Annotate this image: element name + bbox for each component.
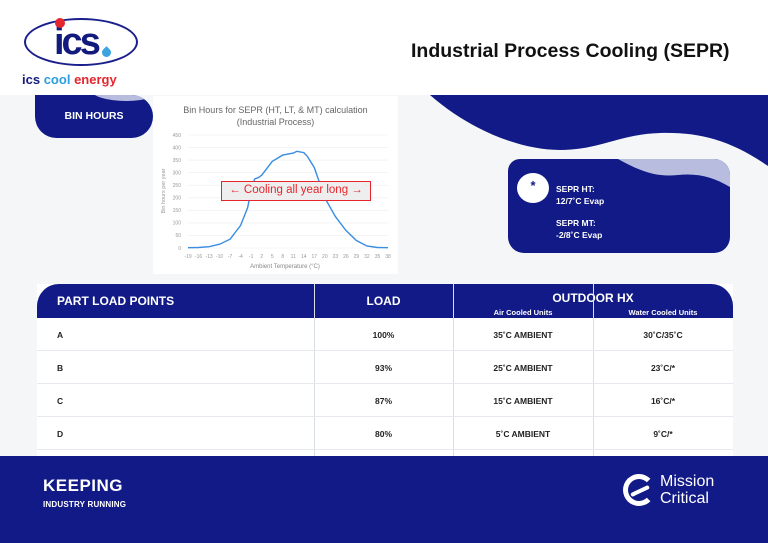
sepr-mt-label: SEPR MT:	[556, 218, 596, 228]
cell-point: D	[57, 429, 64, 439]
cell-point: A	[57, 330, 64, 340]
footer: KEEPING INDUSTRY RUNNING Mission Critica…	[0, 456, 768, 543]
cell-air: 35˚C AMBIENT	[493, 330, 553, 340]
part-load-table: PART LOAD POINTS LOAD OUTDOOR HX Air Coo…	[37, 284, 733, 456]
bin-hours-badge: BIN HOURS	[35, 95, 153, 138]
svg-text:350: 350	[173, 158, 182, 164]
bin-hours-line	[187, 150, 389, 249]
critical-text: Critical	[660, 490, 709, 507]
svg-text:0: 0	[178, 246, 181, 252]
svg-text:100: 100	[173, 221, 182, 227]
svg-text:-10: -10	[216, 254, 223, 260]
svg-text:8: 8	[281, 254, 284, 260]
sepr-info-card: * SEPR HT: 12/7˚C Evap SEPR MT: -2/8˚C E…	[508, 159, 730, 253]
column-divider	[453, 284, 454, 456]
svg-text:-4: -4	[238, 254, 243, 260]
cell-water: 30˚C/35˚C	[643, 330, 683, 340]
mission-text: Mission	[660, 473, 715, 490]
industry-running-text: INDUSTRY RUNNING	[43, 500, 127, 509]
logo-word-energy: energy	[74, 72, 117, 87]
svg-text:50: 50	[175, 233, 181, 239]
cell-water: 16˚C/*	[650, 396, 676, 406]
table-header: PART LOAD POINTS LOAD OUTDOOR HX Air Coo…	[37, 284, 733, 318]
svg-text:14: 14	[301, 254, 307, 260]
header: ics ics cool energy Industrial Process C…	[0, 0, 768, 95]
chart-title-line2: (Industrial Process)	[236, 117, 315, 127]
svg-text:26: 26	[343, 254, 349, 260]
svg-text:32: 32	[364, 254, 370, 260]
header-air-cooled: Air Cooled Units	[493, 308, 553, 317]
svg-text:35: 35	[375, 254, 381, 260]
x-axis-label: Ambient Temperature (°C)	[250, 264, 320, 270]
cell-point: C	[57, 396, 64, 406]
svg-text:-13: -13	[205, 254, 212, 260]
chart-title: Bin Hours for SEPR (HT, LT, & MT) calcul…	[153, 104, 398, 128]
ics-logo: ics ics cool energy	[22, 18, 140, 88]
y-axis-label: Bin hours per year	[161, 168, 167, 213]
sepr-ht-label: SEPR HT:	[556, 184, 595, 194]
chart-title-line1: Bin Hours for SEPR (HT, LT, & MT) calcul…	[183, 105, 368, 115]
mission-critical-e-icon	[623, 474, 655, 506]
svg-text:300: 300	[173, 170, 182, 176]
table-row: A 100% 35˚C AMBIENT 30˚C/35˚C	[37, 318, 733, 351]
page-title: Industrial Process Cooling (SEPR)	[411, 40, 730, 62]
logo-word-ics: ics	[22, 72, 41, 87]
logo-ellipse	[24, 18, 138, 66]
svg-text:450: 450	[173, 133, 182, 139]
svg-text:2: 2	[260, 254, 263, 260]
card-accent-wave	[618, 159, 730, 187]
svg-text:23: 23	[333, 254, 339, 260]
svg-text:17: 17	[312, 254, 318, 260]
column-divider	[593, 284, 594, 456]
svg-text:400: 400	[173, 145, 182, 151]
svg-text:5: 5	[271, 254, 274, 260]
svg-text:20: 20	[322, 254, 328, 260]
table-row: C 87% 15˚C AMBIENT 16˚C/*	[37, 384, 733, 417]
sepr-mt-value: -2/8˚C Evap	[556, 230, 603, 240]
svg-text:-7: -7	[228, 254, 233, 260]
logo-word-cool: cool	[43, 72, 71, 87]
cell-load: 87%	[374, 396, 392, 406]
svg-text:-16: -16	[195, 254, 202, 260]
asterisk-icon: *	[517, 173, 549, 203]
cell-point: B	[57, 363, 64, 373]
column-divider	[314, 284, 315, 456]
keeping-text: KEEPING	[43, 476, 124, 495]
cell-load: 80%	[374, 429, 392, 439]
header-part-load-points: PART LOAD POINTS	[57, 294, 175, 308]
header-load: LOAD	[366, 294, 401, 308]
cell-air: 5˚C AMBIENT	[495, 429, 551, 439]
cell-air: 25˚C AMBIENT	[493, 363, 553, 373]
sepr-ht-value: 12/7˚C Evap	[556, 196, 605, 206]
decorative-wave	[430, 95, 768, 166]
logo-dot-icon	[55, 18, 65, 28]
cell-water: 9˚C/*	[653, 429, 673, 439]
table-row: B 93% 25˚C AMBIENT 23˚C/*	[37, 351, 733, 384]
cooling-all-year-annotation: ← Cooling all year long →	[221, 181, 371, 201]
svg-text:29: 29	[354, 254, 360, 260]
svg-text:38: 38	[385, 254, 391, 260]
cell-water: 23˚C/*	[650, 363, 676, 373]
logo-wordmark: ics cool energy	[22, 72, 117, 87]
bin-hours-label: BIN HOURS	[64, 110, 124, 122]
svg-text:-19: -19	[184, 254, 191, 260]
pill-accent	[91, 95, 153, 101]
header-water-cooled: Water Cooled Units	[628, 308, 698, 317]
table-row: D 80% 5˚C AMBIENT 9˚C/*	[37, 417, 733, 450]
bin-hours-chart: Bin Hours for SEPR (HT, LT, & MT) calcul…	[153, 96, 398, 274]
cell-air: 15˚C AMBIENT	[493, 396, 553, 406]
cell-load: 100%	[372, 330, 395, 340]
svg-text:150: 150	[173, 208, 182, 214]
logo-mark: ics	[54, 21, 101, 63]
svg-text:200: 200	[173, 196, 182, 202]
mission-critical-logo: Mission Critical	[660, 473, 714, 507]
svg-text:-1: -1	[249, 254, 254, 260]
svg-text:11: 11	[291, 254, 296, 260]
svg-text:250: 250	[173, 183, 182, 189]
cell-load: 93%	[374, 363, 392, 373]
